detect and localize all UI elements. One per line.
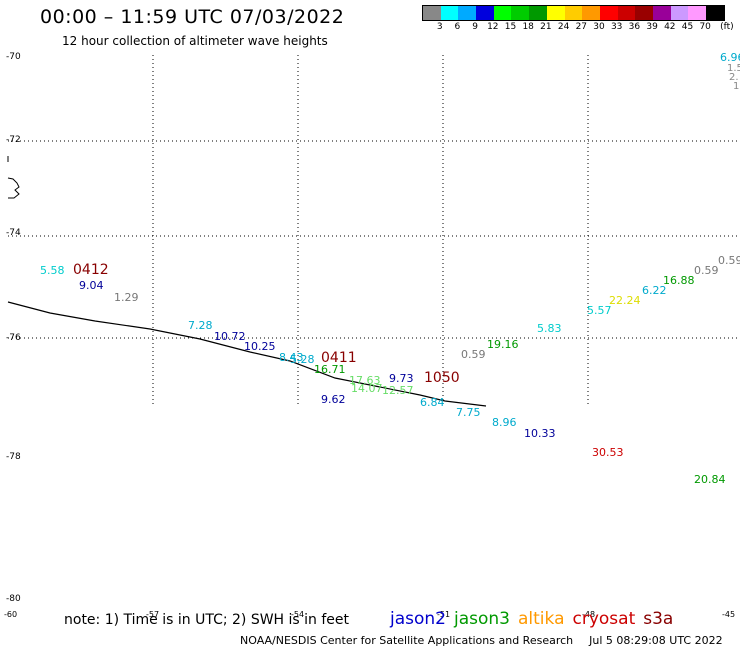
pass-time-label: 0412 <box>73 262 109 278</box>
wave-height-value: 6.22 <box>642 284 667 297</box>
color-scale-label: 42 <box>664 22 676 32</box>
map-subtitle: 12 hour collection of altimeter wave hei… <box>62 34 328 48</box>
graticule <box>8 55 740 405</box>
color-scale-swatch <box>564 6 583 20</box>
color-scale-swatch <box>440 6 459 20</box>
lat-label: -74 <box>6 228 21 238</box>
credit-line: NOAA/NESDIS Center for Satellite Applica… <box>240 634 723 647</box>
satellite-name: altika <box>518 609 565 629</box>
pass-time-label: 0411 <box>321 350 357 366</box>
lat-label: -72 <box>6 135 21 145</box>
color-scale-label: 9 <box>472 22 478 32</box>
wave-height-value: 9.04 <box>79 279 104 292</box>
wave-height-value: 9.73 <box>389 372 414 385</box>
color-scale-swatch <box>546 6 565 20</box>
color-scale-swatch <box>670 6 689 20</box>
wave-height-value: 9.62 <box>321 393 346 406</box>
wave-height-value: 5.58 <box>40 264 65 277</box>
wave-height-value: 20.84 <box>694 473 726 486</box>
lon-label: -54 <box>291 610 305 619</box>
wave-height-value: 10.33 <box>524 427 556 440</box>
wave-height-value: 7.75 <box>456 406 481 419</box>
color-scale-swatch <box>617 6 636 20</box>
color-scale-label: 27 <box>575 22 588 32</box>
ice-edge-line <box>7 301 487 407</box>
lon-label: -60 <box>4 610 18 619</box>
satellite-name: jason3 <box>454 609 510 629</box>
color-scale-label: 18 <box>522 22 534 32</box>
wave-height-value: 10.72 <box>214 330 246 343</box>
map-title: 00:00 – 11:59 UTC 07/03/2022 <box>40 6 345 28</box>
pass-time-label: 1050 <box>424 370 460 386</box>
wave-height-value: 17.63 <box>349 374 381 387</box>
wave-height-value: 8.96 <box>492 416 517 429</box>
wave-height-value: 30.53 <box>592 446 624 459</box>
wave-height-value: 0.59 <box>718 254 740 267</box>
edge-value-fragment: 1.5 <box>727 63 740 74</box>
lon-label: -45 <box>722 610 736 619</box>
wave-height-value: 19.16 <box>487 338 519 351</box>
color-scale-swatch <box>706 6 724 20</box>
wave-height-value: 16.88 <box>663 274 695 287</box>
lat-label: -70 <box>6 52 21 62</box>
color-scale-label: 33 <box>610 22 623 32</box>
wave-height-value: 0.59 <box>694 264 719 277</box>
generated-timestamp: Jul 5 08:29:08 UTC 2022 <box>589 634 723 647</box>
wave-height-value: 6.84 <box>420 396 445 409</box>
color-scale-swatch <box>476 6 494 20</box>
satellite-name: cryosat <box>572 609 636 629</box>
wave-height-value: 5.57 <box>587 304 612 317</box>
wave-height-value: 0.59 <box>461 348 486 361</box>
lon-label: -51 <box>437 610 451 619</box>
satellite-name: jason2 <box>390 609 446 629</box>
color-scale-label: (ft) <box>720 22 734 32</box>
satellite-key: jason2 jason3 altika cryosat s3a <box>390 609 681 629</box>
color-scale-label: 3 <box>436 22 443 32</box>
wave-height-value: 7.28 <box>188 319 213 332</box>
color-scale-label: 24 <box>557 22 570 32</box>
color-scale-label: 30 <box>593 22 605 32</box>
color-scale-swatch <box>511 6 530 20</box>
color-scale-swatch <box>635 6 653 20</box>
color-scale-label: 70 <box>699 22 711 32</box>
wave-height-value: 14.07 <box>351 382 383 395</box>
color-scale-swatch <box>688 6 706 20</box>
lon-label: -57 <box>146 610 160 619</box>
wave-height-value: 22.24 <box>609 294 641 307</box>
color-scale-legend <box>422 5 725 21</box>
color-scale-swatch <box>582 6 600 20</box>
lat-label: -80 <box>6 594 21 604</box>
color-scale-label: 12 <box>487 22 499 32</box>
wave-height-value: 6.96 <box>720 51 740 64</box>
color-scale-label: 45 <box>681 22 694 32</box>
color-scale-swatch <box>423 6 441 20</box>
wave-height-value: 10.25 <box>244 340 276 353</box>
wave-height-value: 5.83 <box>537 322 562 335</box>
color-scale-swatch <box>529 6 547 20</box>
wave-height-value: 8.43 <box>279 351 304 364</box>
lat-label: -76 <box>6 333 21 343</box>
edge-value-fragment: 2. <box>729 72 739 83</box>
wave-height-value: 12.57 <box>382 384 414 397</box>
color-scale-swatch <box>652 6 671 20</box>
wave-height-value: 16.71 <box>314 363 346 376</box>
color-scale-swatch <box>493 6 512 20</box>
footer-note: note: 1) Time is in UTC; 2) SWH is in fe… <box>64 612 350 628</box>
edge-value-fragment: 1 <box>733 81 740 92</box>
color-scale-label: 21 <box>540 22 552 32</box>
lon-label: -48 <box>582 610 596 619</box>
wave-height-value: 1.29 <box>114 291 139 304</box>
coastline <box>7 177 20 199</box>
credit-text: NOAA/NESDIS Center for Satellite Applica… <box>240 634 574 647</box>
wave-height-value: 5.28 <box>290 353 315 366</box>
color-scale-label: 15 <box>504 22 517 32</box>
color-scale-swatch <box>599 6 618 20</box>
color-scale-label: 6 <box>454 22 461 32</box>
color-scale-label: 39 <box>646 22 658 32</box>
color-scale-swatch <box>458 6 477 20</box>
satellite-name: s3a <box>643 609 674 629</box>
color-scale-label: 36 <box>628 22 641 32</box>
lat-label: -78 <box>6 452 21 462</box>
